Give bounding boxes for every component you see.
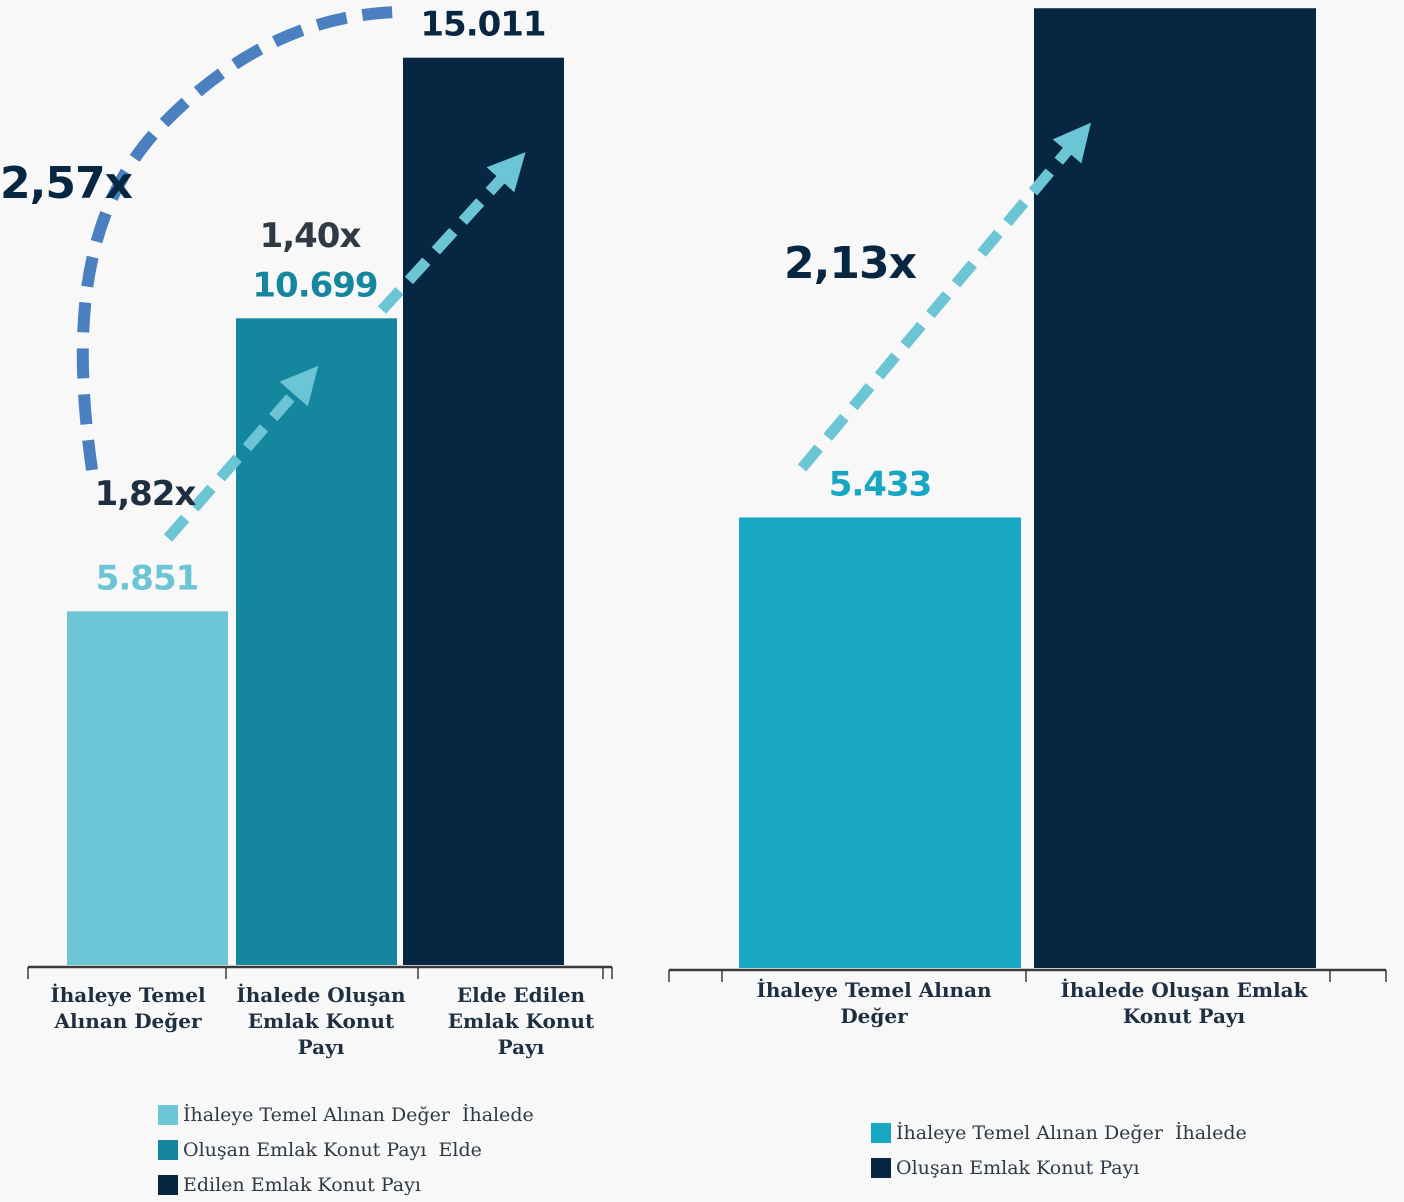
value-label: 10.699 bbox=[252, 265, 377, 305]
legend-item: Oluşan Emlak Konut Payı Elde bbox=[158, 1132, 534, 1167]
legend-swatch bbox=[158, 1104, 178, 1125]
left-bar-chart: 5.851 10.699 15.011 İhaleye Temel Alınan Değ… bbox=[0, 5, 613, 1059]
growth-arrow bbox=[163, 365, 319, 542]
value-label: 5.433 bbox=[829, 464, 932, 504]
legend-swatch bbox=[871, 1122, 891, 1143]
category-label: Elde Edilen Emlak Konut Payı bbox=[448, 983, 595, 1059]
multiplier-label: 1,82x bbox=[95, 474, 197, 514]
bar-1-1 bbox=[67, 611, 228, 965]
legend-swatch bbox=[158, 1174, 178, 1195]
growth-arrow bbox=[797, 122, 1092, 472]
legend-item: Edilen Emlak Konut Payı bbox=[158, 1167, 534, 1202]
legend-swatch bbox=[871, 1157, 891, 1178]
legend-label: İhaleye Temel Alınan Değer İhalede bbox=[896, 1121, 1247, 1144]
legend-swatch bbox=[158, 1139, 178, 1160]
legend-label: Oluşan Emlak Konut Payı bbox=[896, 1156, 1140, 1179]
bar-2-2 bbox=[1034, 8, 1316, 969]
overall-multiplier-label: 2,57x bbox=[0, 158, 133, 209]
value-label: 5.851 bbox=[96, 558, 199, 598]
bar-1-2 bbox=[236, 318, 397, 965]
category-label: İhalede Oluşan Emlak Konut Payı bbox=[236, 983, 406, 1059]
multiplier-label: 1,40x bbox=[260, 216, 362, 256]
overall-growth-arc bbox=[76, 6, 407, 471]
category-label: İhaleye Temel Alınan Değer bbox=[757, 978, 992, 1028]
left-chart-legend: İhaleye Temel Alınan Değer İhalede Oluşan… bbox=[158, 1097, 534, 1202]
legend-label: Oluşan Emlak Konut Payı Elde bbox=[183, 1138, 482, 1161]
legend-item: Oluşan Emlak Konut Payı bbox=[871, 1150, 1247, 1185]
multiplier-label: 2,13x bbox=[784, 238, 917, 289]
legend-label: İhaleye Temel Alınan Değer İhalede bbox=[183, 1103, 534, 1126]
right-bar-chart: 5.433 İhaleye Temel Alınan Değer İhalede Ol… bbox=[668, 8, 1387, 1028]
legend-item: İhaleye Temel Alınan Değer İhalede bbox=[158, 1097, 534, 1132]
legend-label: Edilen Emlak Konut Payı bbox=[183, 1173, 421, 1196]
legend-item: İhaleye Temel Alınan Değer İhalede bbox=[871, 1115, 1247, 1150]
category-label: İhaleye Temel Alınan Değer bbox=[50, 983, 206, 1033]
bar-2-1 bbox=[739, 517, 1021, 968]
bar-1-3 bbox=[403, 57, 564, 965]
value-label: 15.011 bbox=[420, 5, 545, 45]
right-chart-legend: İhaleye Temel Alınan Değer İhalede Oluşan… bbox=[871, 1115, 1247, 1185]
category-label: İhalede Oluşan Emlak Konut Payı bbox=[1061, 978, 1309, 1028]
growth-arrow bbox=[377, 152, 526, 314]
